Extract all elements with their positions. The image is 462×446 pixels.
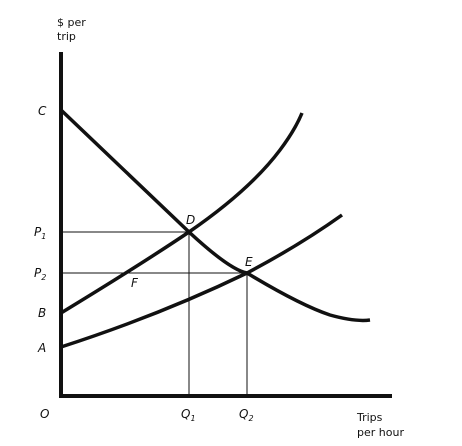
point-label-e: E: [245, 255, 253, 269]
p1-subscript: 1: [41, 232, 46, 241]
quantity-label-q2: Q2: [239, 407, 254, 423]
q2-subscript: 2: [248, 414, 253, 423]
upper-cost-curve: [60, 112, 304, 315]
x-axis-label-line1: Trips: [356, 411, 383, 424]
y-axis-label-line2: trip: [57, 30, 76, 43]
q1-letter: Q: [181, 407, 190, 421]
q1-subscript: 1: [190, 414, 195, 423]
price-label-b: B: [38, 306, 46, 320]
p2-subscript: 2: [41, 273, 46, 282]
price-label-p1: P1: [34, 225, 46, 241]
point-label-f: F: [131, 276, 139, 290]
p2-letter: P: [34, 266, 42, 280]
lower-cost-curve: [60, 213, 344, 349]
price-label-p2: P2: [34, 266, 46, 282]
y-axis-label-line1: $ per: [57, 16, 86, 29]
demand-curve: [59, 108, 371, 323]
p1-letter: P: [34, 225, 42, 239]
x-axis-label-line2: per hour: [357, 426, 404, 439]
origin-label: O: [40, 407, 49, 421]
quantity-label-q1: Q1: [181, 407, 196, 423]
point-label-d: D: [186, 213, 195, 227]
price-label-c: C: [38, 104, 47, 118]
q2-letter: Q: [239, 407, 248, 421]
price-label-a: A: [37, 341, 46, 355]
